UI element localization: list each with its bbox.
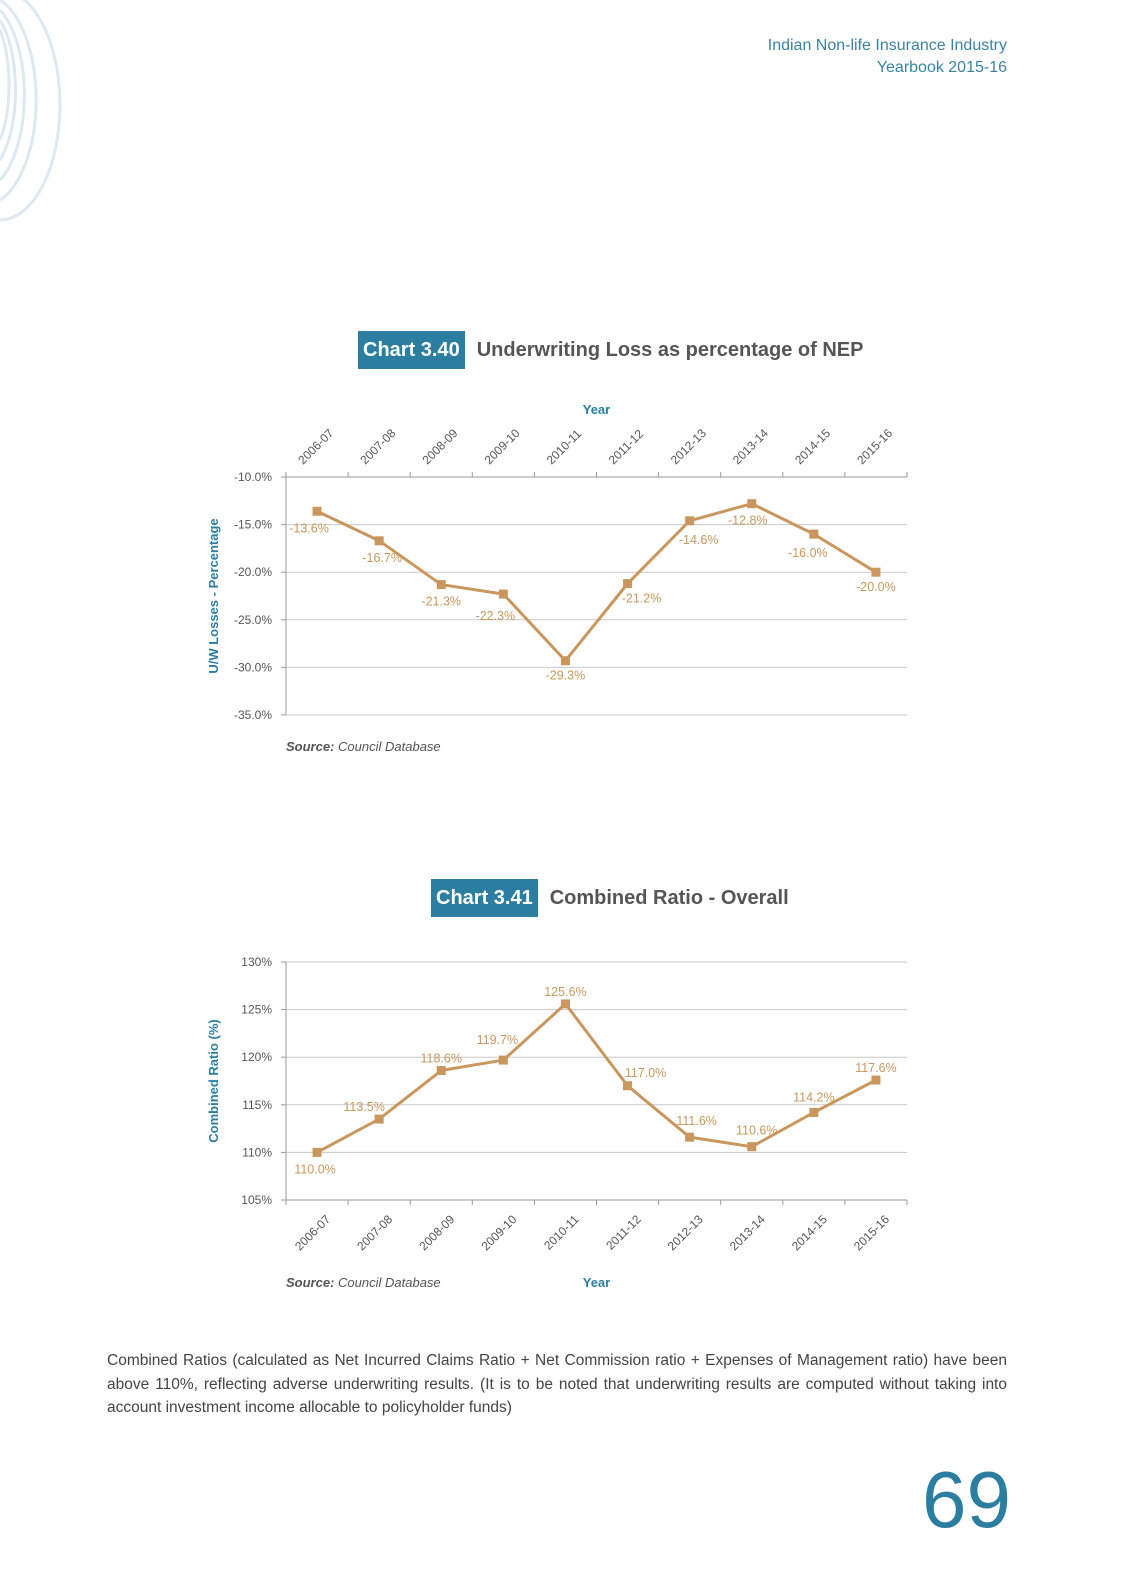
data-label: -14.6%	[679, 533, 719, 547]
data-point	[374, 536, 384, 546]
data-label: 111.6%	[676, 1114, 717, 1128]
data-label: 110.0%	[294, 1162, 335, 1176]
y-tick-label: -35.0%	[234, 708, 272, 722]
data-point	[809, 529, 819, 539]
x-tick-label: 2014-15	[789, 1212, 830, 1253]
source-text-2: Council Database	[338, 1275, 441, 1290]
chart-source-2: Source: Council Database	[286, 1275, 441, 1290]
source-text-1: Council Database	[338, 739, 441, 754]
data-point	[809, 1107, 819, 1117]
x-tick-label: 2008-09	[419, 426, 460, 467]
data-point	[747, 1142, 757, 1152]
data-point	[312, 506, 322, 516]
x-tick-label: 2007-08	[354, 1212, 395, 1253]
x-tick-label: 2009-10	[482, 426, 523, 467]
page-header: Indian Non-life Insurance Industry Yearb…	[768, 35, 1007, 79]
data-label: -12.8%	[728, 514, 768, 528]
data-point	[560, 656, 570, 666]
y-tick-label: -30.0%	[234, 660, 272, 674]
source-label-2: Source:	[286, 1275, 335, 1290]
x-tick-label: 2013-14	[727, 1212, 768, 1253]
y-tick-label: 115%	[242, 1098, 272, 1112]
x-tick-label: 2006-07	[295, 426, 336, 467]
y-tick-label: 125%	[241, 1003, 272, 1017]
x-axis-title: Year	[583, 1275, 610, 1290]
chart-title-1: Chart 3.40 Underwriting Loss as percenta…	[358, 331, 863, 369]
y-axis-title: U/W Losses - Percentage	[206, 518, 221, 673]
chart-number-1: Chart 3.40	[358, 331, 465, 369]
chart-title-text-2: Combined Ratio - Overall	[549, 886, 789, 909]
data-label: -21.3%	[421, 595, 461, 609]
data-label: -22.3%	[476, 609, 516, 623]
x-tick-label: 2014-15	[792, 426, 833, 467]
series-line	[316, 502, 877, 663]
data-label: -20.0%	[856, 580, 896, 594]
header-line-1: Indian Non-life Insurance Industry	[767, 37, 1007, 54]
chart-title-text-1: Underwriting Loss as percentage of NEP	[476, 338, 864, 361]
x-tick-label: 2012-13	[668, 426, 709, 467]
x-tick-label: 2009-10	[478, 1212, 519, 1253]
data-point	[623, 1081, 633, 1091]
data-label: 119.7%	[477, 1033, 518, 1047]
data-point	[685, 1132, 695, 1142]
chart-source-1: Source: Council Database	[286, 739, 441, 754]
source-label-1: Source:	[286, 739, 335, 754]
data-point	[560, 999, 570, 1009]
series-line	[316, 1002, 877, 1154]
data-label: -16.7%	[362, 551, 402, 565]
y-tick-label: 130%	[241, 955, 272, 969]
data-point	[747, 499, 757, 509]
data-point	[623, 579, 633, 589]
x-tick-label: 2010-11	[541, 1212, 582, 1253]
decorative-arcs	[0, 0, 62, 222]
x-tick-label: 2006-07	[292, 1212, 333, 1253]
y-tick-label: 110%	[242, 1145, 272, 1159]
y-tick-label: -25.0%	[234, 613, 272, 627]
data-point	[374, 1114, 384, 1124]
y-tick-label: 105%	[241, 1193, 272, 1207]
data-point	[312, 1147, 322, 1157]
x-tick-label: 2012-13	[665, 1212, 706, 1253]
data-label: -21.2%	[622, 592, 662, 606]
x-axis-title: Year	[583, 402, 610, 417]
data-label: -16.0%	[788, 546, 828, 560]
data-point	[436, 1066, 446, 1076]
x-tick-label: 2011-12	[603, 1212, 644, 1253]
chart-uw-loss: -10.0% -15.0% -20.0% -25.0% -30.0% -35.0% 2006…	[206, 402, 908, 722]
x-tick-label: 2010-11	[544, 426, 585, 467]
data-point	[871, 567, 881, 577]
data-label: 110.6%	[736, 1124, 777, 1138]
x-tick-label: 2013-14	[730, 426, 771, 467]
x-tick-label: 2015-16	[851, 1212, 892, 1253]
data-label: 117.6%	[855, 1061, 896, 1075]
x-tick-label: 2007-08	[357, 426, 398, 467]
data-point	[498, 589, 508, 599]
data-point	[436, 580, 446, 590]
x-tick-label: 2011-12	[606, 426, 647, 467]
data-label: -29.3%	[546, 669, 586, 683]
data-label: 113.5%	[343, 1100, 384, 1114]
data-label: 117.0%	[625, 1066, 666, 1080]
data-point	[498, 1055, 508, 1065]
data-label: 114.2%	[793, 1090, 834, 1104]
data-point	[871, 1075, 881, 1085]
chart-number-2: Chart 3.41	[431, 879, 538, 917]
y-axis-title: Combined Ratio (%)	[206, 1019, 221, 1143]
y-tick-label: -15.0%	[234, 518, 272, 532]
data-label: -13.6%	[289, 521, 329, 535]
header-line-2: Yearbook 2015-16	[876, 59, 1007, 76]
y-tick-label: 120%	[241, 1050, 272, 1064]
y-tick-label: -10.0%	[234, 470, 272, 484]
x-tick-label: 2008-09	[416, 1212, 457, 1253]
chart-title-2: Chart 3.41 Combined Ratio - Overall	[431, 879, 789, 917]
data-point	[685, 516, 695, 526]
y-tick-label: -20.0%	[234, 565, 272, 579]
chart-combined-ratio: 130% 125% 120% 115% 110% 105% 2006-07 2007-08 20…	[206, 955, 908, 1290]
page-number: 69	[922, 1455, 1011, 1544]
x-tick-label: 2015-16	[854, 426, 895, 467]
data-label: 125.6%	[544, 985, 586, 999]
data-label: 118.6%	[421, 1052, 462, 1066]
body-paragraph: Combined Ratios (calculated as Net Incur…	[107, 1352, 1007, 1416]
